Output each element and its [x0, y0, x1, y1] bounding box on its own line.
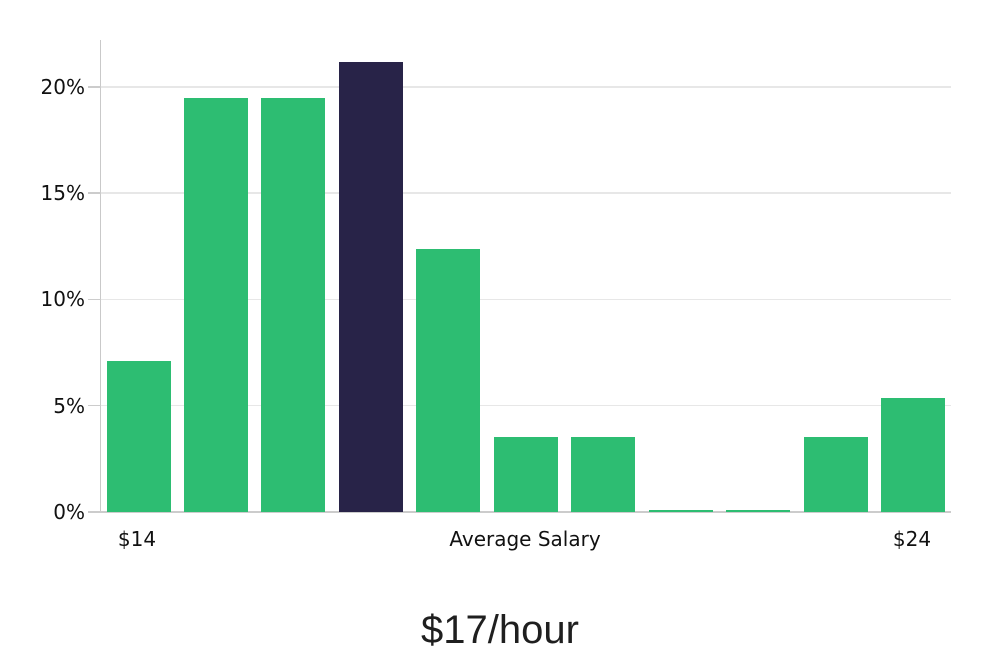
bar-6 — [571, 436, 636, 512]
y-tick-mark-10% — [88, 298, 101, 301]
bar-0 — [106, 361, 171, 512]
gridline-5% — [101, 404, 951, 407]
bar-8 — [726, 509, 791, 512]
bar-5 — [493, 436, 558, 512]
bar-1 — [183, 98, 248, 512]
chart-title: $17/hour — [421, 608, 579, 652]
x-tick-label-min: $14 — [117, 527, 157, 551]
x-tick-label-max: $24 — [892, 527, 932, 551]
gridline-15% — [101, 192, 951, 194]
y-tick-mark-5% — [88, 404, 101, 407]
y-tick-mark-0% — [88, 511, 101, 513]
bar-9 — [803, 436, 868, 512]
y-tick-mark-15% — [88, 192, 101, 194]
gridline-10% — [101, 298, 951, 301]
y-tick-label-10%: 10% — [40, 287, 85, 312]
gridline-0% — [101, 511, 951, 513]
plot-area: 0% 5% 10% 15% 20% — [41, 40, 951, 522]
y-tick-mark-20% — [88, 86, 101, 88]
bar-2 — [261, 98, 326, 512]
y-tick-label-0%: 0% — [53, 500, 85, 524]
bar-10 — [881, 398, 945, 512]
y-tick-label-15%: 15% — [40, 181, 85, 206]
bar-7 — [648, 509, 713, 512]
y-tick-label-5%: 5% — [53, 393, 85, 418]
gridline-20% — [101, 86, 951, 88]
y-tick-label-20%: 20% — [40, 74, 85, 99]
bar-highlighted — [338, 62, 403, 512]
x-axis-label: Average Salary — [449, 527, 601, 551]
bar-4 — [416, 249, 481, 512]
